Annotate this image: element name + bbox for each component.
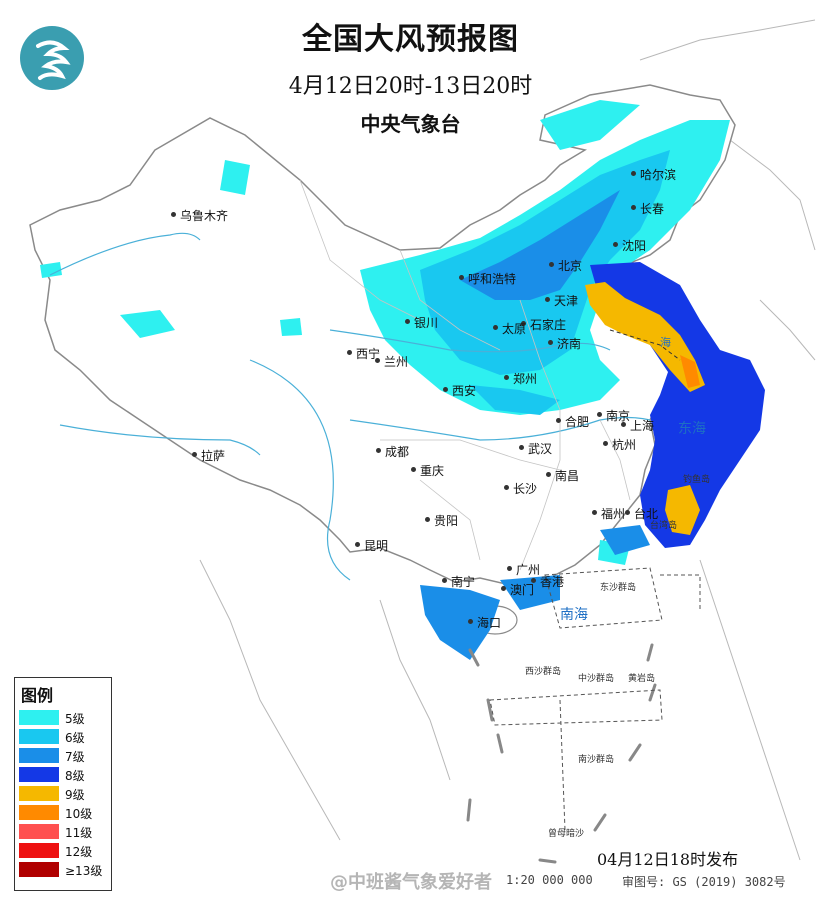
city-label: 兰州 [374, 355, 409, 369]
bohai-line [609, 329, 681, 361]
rivers [49, 232, 651, 581]
city-label: 郑州 [503, 372, 538, 386]
island-label: 钓鱼岛 [683, 475, 711, 485]
legend-item: 9级 [19, 784, 109, 803]
legend-item: 11级 [19, 822, 109, 841]
map-title: 全国大风预报图 [302, 22, 519, 57]
city-label: 太原 [492, 322, 527, 336]
legend-label: 8级 [65, 769, 85, 783]
island-label: 黄岩岛 [628, 674, 656, 684]
wind-area-level9 [585, 282, 705, 392]
island-label: 南沙群岛 [578, 755, 615, 765]
legend-label: 12级 [65, 845, 93, 859]
city-label: 西安 [442, 384, 477, 398]
legend-label: 10级 [65, 807, 93, 821]
city-label: 石家庄 [520, 318, 567, 332]
city-label: 福州 [591, 507, 626, 521]
legend-label: 5级 [65, 712, 85, 726]
city-label: 澳门 [500, 583, 535, 597]
sea-label-east: 东海 [678, 421, 706, 437]
taiwan-label: 台湾岛 [650, 521, 678, 531]
legend-item: 12级 [19, 841, 109, 860]
city-label: 南昌 [545, 469, 580, 483]
city-label: 武汉 [518, 442, 553, 456]
legend-label: ≥13级 [65, 864, 103, 878]
legend-item: 10级 [19, 803, 109, 822]
city-label: 济南 [547, 337, 582, 351]
cma-logo [20, 26, 84, 90]
legend-swatch [19, 786, 59, 801]
city-label: 广州 [506, 563, 541, 577]
sea-label-bohai: 海 [660, 336, 671, 349]
legend-swatch [19, 824, 59, 839]
watermark: @中班酱气象爱好者 [330, 872, 492, 893]
city-label: 贵阳 [424, 514, 459, 528]
legend-swatch [19, 748, 59, 763]
island-boxes [489, 567, 701, 831]
legend-label: 7级 [65, 750, 85, 764]
legend-swatch [19, 843, 59, 858]
city-label: 沈阳 [612, 239, 647, 253]
neighbor-borders [199, 19, 816, 861]
city-label: 海口 [467, 616, 502, 630]
wind-area-level7 [460, 190, 620, 300]
city-label: 长春 [630, 202, 665, 216]
legend-swatch [19, 767, 59, 782]
province-borders [299, 179, 631, 571]
legend-item: 8级 [19, 765, 109, 784]
island-label: 西沙群岛 [525, 667, 562, 677]
legend-label: 9级 [65, 788, 85, 802]
legend-item: 5级 [19, 708, 109, 727]
city-label: 南宁 [441, 575, 476, 589]
city-label: 昆明 [354, 539, 389, 553]
city-label: 上海 [620, 419, 655, 433]
city-label: 乌鲁木齐 [170, 209, 229, 223]
legend-swatch [19, 729, 59, 744]
wind-area-level8 [590, 262, 765, 548]
issuing-agency: 中央气象台 [360, 112, 461, 136]
city-label: 西宁 [346, 347, 381, 361]
city-label: 呼和浩特 [458, 272, 517, 286]
city-label: 长沙 [503, 482, 538, 496]
city-label: 重庆 [410, 464, 445, 478]
legend-title: 图例 [21, 686, 54, 705]
nine-dash-line [466, 643, 657, 864]
legend: 图例 5级 6级 7级 8级 9级 10级 11级 [14, 677, 112, 891]
legend-swatch [19, 805, 59, 820]
legend-item: ≥13级 [19, 860, 109, 879]
sea-label-south: 南海 [560, 607, 588, 623]
city-label: 北京 [548, 259, 583, 273]
island-label: 东沙群岛 [600, 583, 637, 593]
legend-label: 11级 [65, 826, 93, 840]
wind-areas [40, 100, 765, 660]
city-label: 哈尔滨 [630, 168, 677, 182]
city-label: 香港 [530, 575, 565, 589]
legend-item: 6级 [19, 727, 109, 746]
legend-item: 7级 [19, 746, 109, 765]
city-label: 成都 [375, 445, 410, 459]
island-label: 曾母暗沙 [548, 829, 585, 839]
city-label: 银川 [404, 316, 439, 330]
issue-time: 04月12日18时发布 [597, 850, 739, 869]
island-label: 中沙群岛 [578, 674, 615, 684]
city-label: 合肥 [555, 415, 590, 429]
map-scale: 1:20 000 000 [506, 873, 593, 887]
city-label: 台北 [624, 507, 659, 521]
city-label: 南京 [596, 409, 631, 423]
city-label: 杭州 [602, 438, 637, 452]
wind-area-level10 [680, 355, 700, 388]
legend-swatch [19, 710, 59, 725]
legend-label: 6级 [65, 731, 85, 745]
city-label: 拉萨 [191, 449, 226, 463]
city-label: 天津 [544, 294, 579, 308]
forecast-period: 4月12日20时-13日20时 [288, 74, 533, 99]
review-number: 审图号: GS (2019) 3082号 [622, 875, 786, 889]
legend-swatch [19, 862, 59, 877]
